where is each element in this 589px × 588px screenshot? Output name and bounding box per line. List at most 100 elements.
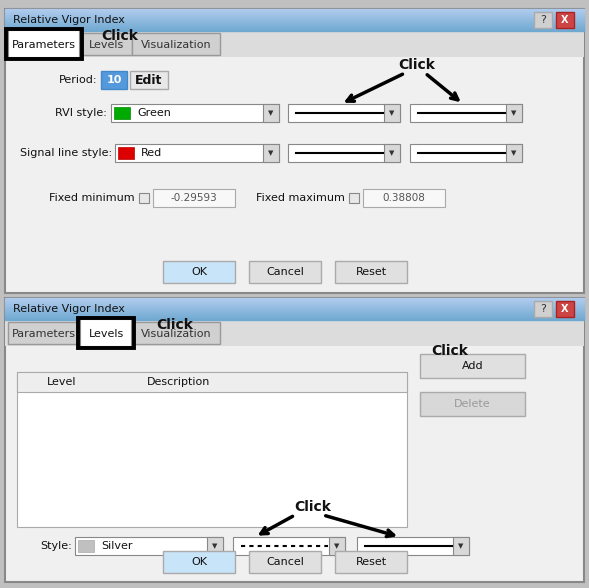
Text: Signal line style:: Signal line style: bbox=[20, 148, 112, 158]
Bar bbox=[5, 11, 584, 12]
Text: Parameters: Parameters bbox=[12, 40, 76, 50]
Bar bbox=[153, 189, 235, 207]
Bar bbox=[556, 12, 574, 28]
Bar bbox=[101, 71, 127, 89]
Bar bbox=[384, 144, 400, 162]
Bar bbox=[5, 320, 584, 346]
Bar bbox=[5, 28, 584, 29]
Bar bbox=[132, 322, 220, 344]
Bar bbox=[5, 302, 584, 303]
Text: X: X bbox=[561, 15, 569, 25]
Text: Reset: Reset bbox=[355, 557, 386, 567]
Text: ?: ? bbox=[540, 15, 546, 25]
Text: Period:: Period: bbox=[58, 75, 97, 85]
Bar bbox=[5, 16, 584, 17]
Bar bbox=[5, 303, 584, 304]
Text: ▼: ▼ bbox=[389, 110, 395, 116]
Bar bbox=[5, 17, 584, 18]
Bar bbox=[249, 261, 321, 283]
Bar bbox=[5, 304, 584, 305]
Bar bbox=[5, 311, 584, 312]
Bar bbox=[534, 301, 552, 317]
Bar bbox=[410, 144, 522, 162]
Text: ▼: ▼ bbox=[389, 150, 395, 156]
Bar bbox=[5, 13, 584, 14]
Bar bbox=[349, 193, 359, 203]
Bar bbox=[5, 316, 584, 317]
Bar bbox=[5, 9, 584, 293]
Bar bbox=[5, 18, 584, 19]
Bar bbox=[5, 23, 584, 24]
Text: Visualization: Visualization bbox=[141, 329, 211, 339]
Text: Reset: Reset bbox=[355, 267, 386, 277]
Bar bbox=[5, 9, 584, 10]
Text: ?: ? bbox=[540, 304, 546, 314]
Bar bbox=[5, 30, 584, 31]
Text: Level: Level bbox=[47, 377, 77, 387]
Text: -0.29593: -0.29593 bbox=[171, 193, 217, 203]
Text: OK: OK bbox=[191, 267, 207, 277]
Bar bbox=[288, 144, 400, 162]
Bar bbox=[5, 305, 584, 306]
Bar bbox=[5, 15, 584, 16]
Text: Click: Click bbox=[101, 29, 138, 43]
Text: ▼: ▼ bbox=[335, 543, 340, 549]
Text: Visualization: Visualization bbox=[141, 40, 211, 50]
Bar bbox=[5, 22, 584, 23]
Bar bbox=[5, 310, 584, 311]
Bar bbox=[118, 147, 134, 159]
Bar bbox=[5, 19, 584, 20]
Bar bbox=[5, 21, 584, 22]
Text: Edit: Edit bbox=[135, 74, 163, 86]
Text: Fixed minimum: Fixed minimum bbox=[49, 193, 135, 203]
Bar bbox=[420, 392, 525, 416]
Bar bbox=[8, 30, 80, 58]
Text: Cancel: Cancel bbox=[266, 557, 304, 567]
Text: ▼: ▼ bbox=[458, 543, 464, 549]
Bar bbox=[132, 33, 220, 55]
Bar bbox=[410, 104, 522, 122]
Bar bbox=[363, 189, 445, 207]
Bar bbox=[17, 372, 407, 392]
Bar bbox=[5, 29, 584, 30]
Bar bbox=[78, 318, 134, 348]
Bar bbox=[5, 318, 584, 319]
Text: ▼: ▼ bbox=[511, 150, 517, 156]
Bar bbox=[335, 551, 407, 573]
Text: Click: Click bbox=[432, 344, 468, 358]
Bar bbox=[5, 27, 584, 28]
Bar bbox=[17, 372, 407, 527]
Text: Red: Red bbox=[141, 148, 162, 158]
Bar bbox=[329, 537, 345, 555]
Bar bbox=[80, 33, 132, 55]
Bar bbox=[78, 540, 94, 552]
Text: Cancel: Cancel bbox=[266, 267, 304, 277]
Bar bbox=[506, 104, 522, 122]
Bar bbox=[5, 300, 584, 301]
Bar bbox=[5, 14, 584, 15]
Text: ▼: ▼ bbox=[212, 543, 218, 549]
Bar bbox=[263, 144, 279, 162]
Text: ▼: ▼ bbox=[269, 110, 274, 116]
Text: Delete: Delete bbox=[454, 399, 491, 409]
Bar bbox=[114, 107, 130, 119]
Text: Relative Vigor Index: Relative Vigor Index bbox=[13, 15, 125, 25]
Bar bbox=[5, 313, 584, 314]
Bar bbox=[80, 319, 132, 347]
Bar bbox=[5, 31, 584, 57]
Bar bbox=[207, 537, 223, 555]
Bar bbox=[420, 354, 525, 378]
Bar bbox=[115, 144, 279, 162]
Bar bbox=[5, 306, 584, 307]
Text: Levels: Levels bbox=[88, 40, 124, 50]
Bar bbox=[249, 551, 321, 573]
Text: Parameters: Parameters bbox=[12, 329, 76, 339]
Bar bbox=[6, 29, 82, 59]
Bar bbox=[288, 104, 400, 122]
Text: Silver: Silver bbox=[101, 541, 133, 551]
Bar bbox=[163, 551, 235, 573]
Bar bbox=[5, 299, 584, 300]
Bar bbox=[5, 298, 584, 582]
Text: 10: 10 bbox=[106, 75, 122, 85]
Bar bbox=[130, 71, 168, 89]
